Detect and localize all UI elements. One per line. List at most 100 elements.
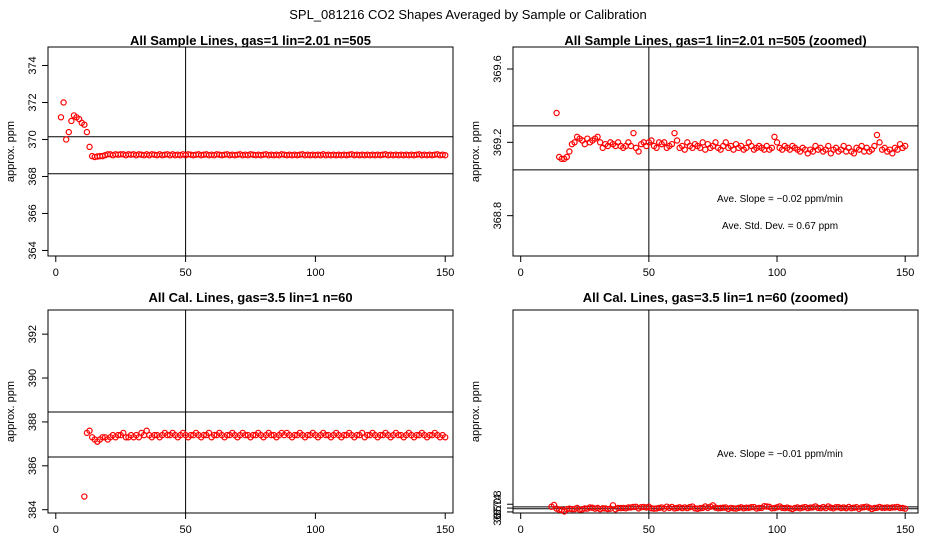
data-point — [653, 144, 660, 152]
x-tick-label: 50 — [643, 267, 655, 279]
data-point — [553, 109, 560, 117]
data-point — [873, 131, 881, 139]
data-point — [635, 148, 642, 155]
data-point — [426, 431, 433, 439]
data-point — [210, 431, 218, 439]
data-point — [57, 114, 65, 121]
data-point — [442, 151, 449, 159]
data-point — [377, 431, 384, 439]
x-tick-label: 50 — [643, 524, 655, 536]
x-tick-label: 100 — [306, 267, 324, 279]
data-point — [353, 431, 361, 439]
data-point — [364, 431, 371, 439]
data-point — [681, 146, 688, 153]
data-point — [671, 129, 678, 137]
x-tick-label: 0 — [53, 524, 59, 536]
chart-panel-2: All Sample Lines, gas=1 lin=2.01 n=505 (… — [470, 33, 919, 279]
data-point — [773, 139, 781, 146]
y-tick-label: 368 — [27, 167, 39, 185]
data-point — [122, 434, 130, 441]
data-point — [596, 139, 604, 146]
x-tick-label: 150 — [436, 267, 454, 279]
data-point — [200, 431, 207, 439]
chart-title: All Cal. Lines, gas=3.5 lin=1 n=60 (zoom… — [583, 290, 849, 305]
chart-panel-1: All Sample Lines, gas=1 lin=2.01 n=505 0 5… — [5, 33, 454, 279]
data-point — [771, 133, 778, 141]
x-tick-label: 100 — [306, 524, 324, 536]
data-point — [668, 140, 676, 148]
y-tick-label: 367.4 — [492, 494, 504, 522]
data-point — [99, 434, 106, 441]
annotation: Ave. Slope = −0.01 ppm/min — [717, 449, 843, 460]
data-point — [413, 431, 420, 439]
data-point — [395, 431, 402, 439]
x-tick-label: 0 — [518, 267, 524, 279]
x-tick-label: 0 — [518, 524, 524, 536]
data-point — [899, 504, 906, 512]
data-point — [901, 505, 909, 512]
data-point — [68, 117, 75, 125]
data-point — [322, 431, 329, 439]
y-tick-label: 388 — [27, 413, 39, 431]
x-tick-label: 50 — [179, 267, 191, 279]
data-point — [268, 431, 275, 439]
data-point — [304, 431, 311, 439]
data-point — [768, 144, 776, 152]
data-point — [291, 431, 298, 439]
data-point — [62, 136, 70, 143]
y-tick-label: 369.6 — [492, 55, 504, 83]
data-point — [901, 142, 909, 150]
data-point — [151, 431, 158, 439]
annotation: Ave. Std. Dev. = 0.67 ppm — [722, 221, 838, 232]
data-point — [340, 431, 348, 439]
plot-frame — [512, 309, 919, 514]
y-tick-label: 392 — [27, 325, 39, 343]
x-tick-label: 150 — [896, 267, 914, 279]
x-tick-label: 0 — [53, 267, 59, 279]
data-point — [223, 431, 231, 439]
plot-frame — [512, 46, 919, 257]
y-tick-label: 374 — [27, 56, 39, 74]
chart-panel-4: All Cal. Lines, gas=3.5 lin=1 n=60 (zoom… — [470, 290, 919, 536]
y-tick-label: 367.0 — [492, 498, 504, 526]
data-point — [86, 143, 93, 151]
y-tick-label: 372 — [27, 93, 39, 111]
data-point — [114, 431, 122, 439]
y-tick-label: 384 — [27, 501, 39, 519]
y-tick-label: 364 — [27, 241, 39, 259]
data-point — [81, 121, 88, 128]
chart-title: All Sample Lines, gas=1 lin=2.01 n=505 (… — [564, 33, 866, 48]
y-tick-label: 369.2 — [492, 129, 504, 157]
data-point — [242, 431, 249, 439]
x-tick-label: 150 — [896, 524, 914, 536]
data-point — [60, 99, 67, 106]
data-point — [712, 139, 719, 146]
data-point — [249, 431, 257, 439]
data-point — [661, 139, 668, 146]
data-point — [439, 151, 446, 158]
plot-frame — [47, 309, 454, 514]
data-point — [648, 137, 655, 144]
chart-panel-3: All Cal. Lines, gas=3.5 lin=1 n=60 0 50 100… — [5, 290, 454, 536]
data-point — [164, 431, 171, 439]
data-point — [563, 153, 571, 161]
x-tick-label: 50 — [179, 524, 191, 536]
y-axis-label: approx. ppm — [470, 121, 482, 182]
data-point — [594, 133, 601, 141]
figure-title: SPL_081216 CO2 Shapes Averaged by Sample… — [289, 7, 647, 22]
data-point — [86, 427, 93, 434]
y-tick-label: 386 — [27, 457, 39, 475]
plot-frame — [47, 46, 454, 257]
chart-title: All Sample Lines, gas=1 lin=2.01 n=505 — [130, 33, 371, 48]
y-axis-label: approx. ppm — [5, 381, 17, 442]
data-point — [630, 129, 637, 137]
data-point — [442, 434, 449, 441]
data-point — [566, 148, 573, 155]
y-tick-label: 390 — [27, 369, 39, 387]
data-point — [65, 128, 72, 136]
y-tick-label: 370 — [27, 130, 39, 148]
data-point — [825, 142, 832, 150]
data-point — [83, 128, 91, 136]
data-point — [702, 146, 709, 153]
